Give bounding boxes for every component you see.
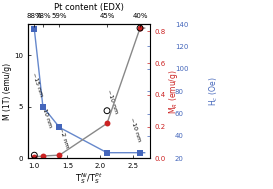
- Point: [32, 154, 37, 157]
- Point: [32, 28, 37, 31]
- Y-axis label: H$_c$ (Oe): H$_c$ (Oe): [208, 77, 220, 106]
- X-axis label: T$_S^{Ni}$/T$_S^{Pt}$: T$_S^{Ni}$/T$_S^{Pt}$: [75, 171, 103, 186]
- Y-axis label: M$_R$ (emu/g): M$_R$ (emu/g): [167, 69, 180, 114]
- Point: [138, 27, 142, 30]
- Text: ~10 nm: ~10 nm: [106, 89, 118, 114]
- Point: [138, 27, 142, 30]
- Text: ~10 nm: ~10 nm: [129, 117, 142, 142]
- Point: [57, 154, 62, 157]
- Point: [105, 122, 109, 125]
- Point: [32, 155, 37, 158]
- X-axis label: Pt content (EDX): Pt content (EDX): [54, 3, 124, 12]
- Point: [57, 126, 62, 129]
- Text: ~2 nm: ~2 nm: [58, 127, 70, 149]
- Point: [105, 151, 109, 154]
- Point: [41, 154, 45, 157]
- Point: [105, 109, 109, 112]
- Point: [138, 151, 142, 154]
- Text: ~15 nm: ~15 nm: [31, 71, 43, 97]
- Point: [41, 105, 45, 108]
- Y-axis label: M (1T) (emu/g): M (1T) (emu/g): [4, 63, 13, 120]
- Text: ~10 nm: ~10 nm: [40, 102, 52, 128]
